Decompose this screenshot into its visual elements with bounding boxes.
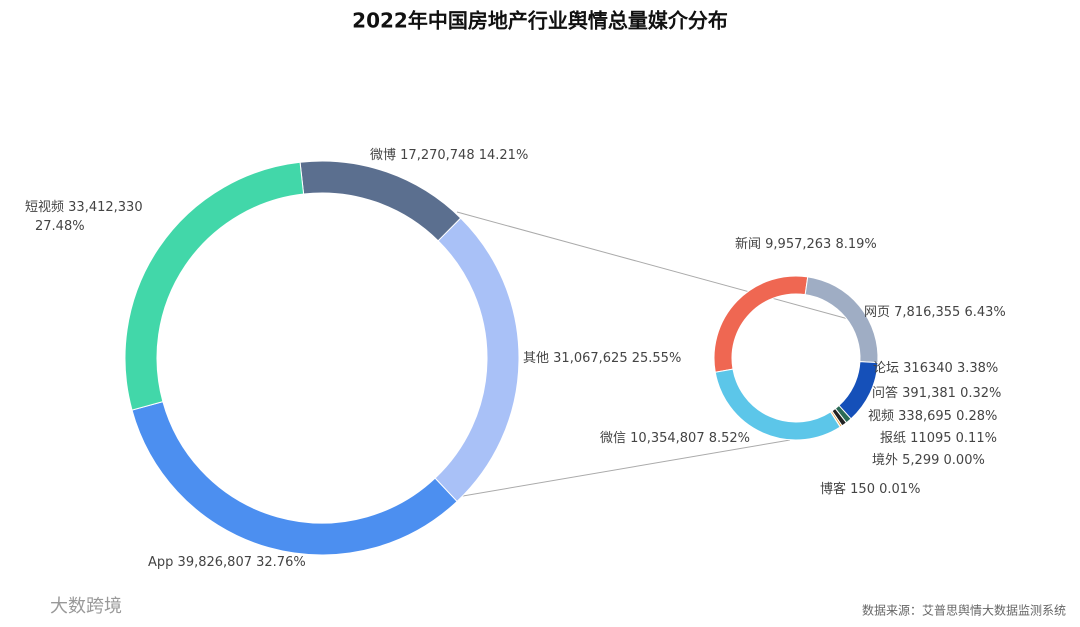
label-value: 5,299: [902, 453, 939, 468]
data-label: 视频 338,695 0.28%: [868, 409, 997, 424]
label-percent: 8.52%: [709, 431, 750, 446]
label-percent: 8.19%: [835, 237, 876, 252]
data-label: 新闻 9,957,263 8.19%: [735, 236, 877, 252]
label-percent: 32.76%: [256, 555, 306, 570]
label-name: 报纸: [880, 431, 906, 446]
label-name: 博客: [820, 481, 846, 497]
donut-segment: [124, 161, 305, 411]
label-name: 微博: [370, 148, 396, 163]
label-value: 11095: [910, 431, 951, 446]
label-name: 微信: [600, 431, 626, 446]
label-value: 39,826,807: [178, 555, 252, 570]
label-value: 10,354,807: [630, 431, 704, 446]
label-percent: 6.43%: [964, 305, 1005, 320]
data-label: 博客 150 0.01%: [820, 481, 920, 497]
data-label: 微博 17,270,748 14.21%: [370, 148, 528, 163]
label-name: 新闻: [735, 236, 761, 252]
connector: [456, 211, 853, 321]
donut-segment: [131, 401, 458, 556]
donut-segment: [804, 276, 879, 364]
label-value: 316340: [903, 361, 953, 376]
label-name: 短视频: [25, 200, 64, 215]
data-label: 微信 10,354,807 8.52%: [600, 431, 750, 446]
data-label: 短视频 33,412,330 27.48%: [25, 200, 143, 234]
data-label: App 39,826,807 32.76%: [148, 555, 306, 570]
label-name: 问答: [872, 385, 898, 401]
label-percent: 0.11%: [956, 431, 997, 446]
data-label: 其他 31,067,625 25.55%: [523, 351, 681, 366]
source: 数据来源：艾普思舆情大数据监测系统: [862, 603, 1066, 618]
data-label: 境外 5,299 0.00%: [872, 453, 985, 468]
label-value: 7,816,355: [894, 305, 960, 320]
donut-segment: [714, 368, 841, 441]
label-percent: 27.48%: [35, 219, 85, 234]
label-name: 论坛: [873, 361, 899, 376]
label-percent: 3.38%: [957, 361, 998, 376]
donut-segment: [434, 217, 520, 503]
data-label: 网页 7,816,355 6.43%: [864, 305, 1006, 320]
label-name: 其他: [523, 351, 549, 366]
watermark: 大数跨境: [50, 596, 122, 617]
label-name: 境外: [872, 453, 898, 468]
label-name: 网页: [864, 305, 890, 320]
label-percent: 25.55%: [632, 351, 682, 366]
label-percent: 0.28%: [956, 409, 997, 424]
donut-segment: [713, 275, 809, 373]
label-percent: 0.00%: [944, 453, 985, 468]
label-percent: 0.01%: [879, 482, 920, 497]
chart-title: 2022年中国房地产行业舆情总量媒介分布: [352, 9, 728, 33]
connector: [456, 439, 791, 498]
label-value: 31,067,625: [553, 351, 627, 366]
label-value: 9,957,263: [765, 237, 831, 252]
label-percent: 14.21%: [479, 148, 529, 163]
label-value: 150: [850, 482, 875, 497]
label-percent: 0.32%: [960, 386, 1001, 401]
data-label: 问答 391,381 0.32%: [872, 385, 1001, 401]
label-value: 17,270,748: [400, 148, 474, 163]
label-value: 391,381: [902, 386, 956, 401]
data-label: 论坛 316340 3.38%: [873, 361, 998, 376]
donut-segment: [299, 160, 462, 242]
label-value: 338,695: [898, 409, 952, 424]
data-label: 报纸 11095 0.11%: [880, 431, 997, 446]
label-name: 视频: [868, 409, 894, 424]
label-value: 33,412,330: [68, 200, 142, 215]
label-name: App: [148, 555, 173, 570]
